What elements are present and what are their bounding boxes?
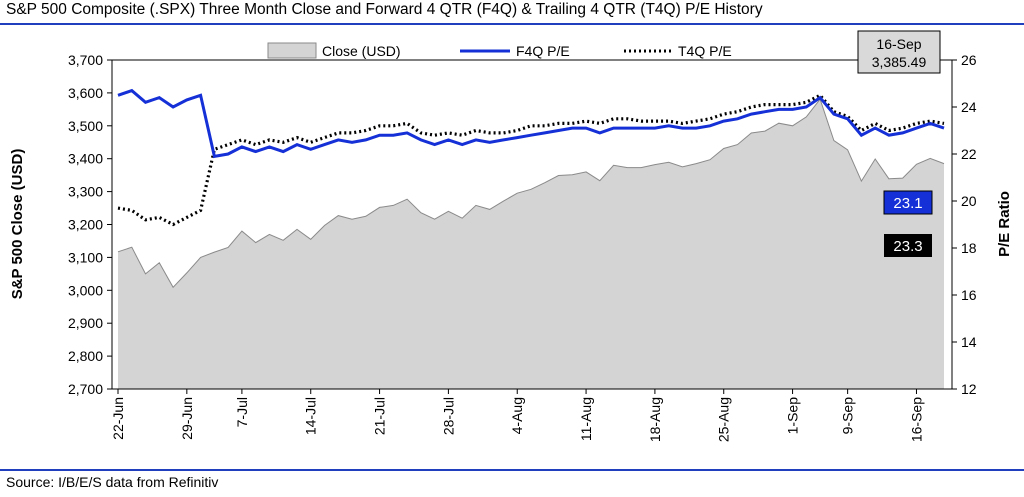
left-tick-label: 3,200	[68, 217, 103, 233]
f4q-line	[117, 88, 945, 159]
right-axis-title: P/E Ratio	[996, 191, 1013, 257]
bottom-rule	[0, 469, 1024, 471]
left-axis: 2,700 2,800 2,900 3,000 3,100 3,200 3,300 3,400…	[68, 52, 112, 397]
legend-label-close: Close (USD)	[322, 43, 401, 59]
legend: Close (USD) F4Q P/E T4Q P/E	[267, 42, 732, 59]
f4q-value-badge: 23.1	[883, 190, 933, 215]
close-area	[118, 99, 944, 389]
right-tick-label: 18	[961, 240, 977, 256]
left-tick-label: 2,800	[68, 348, 103, 364]
x-tick-label: 16-Sep	[909, 397, 925, 442]
x-tick-label: 7-Jul	[234, 397, 250, 427]
legend-label-t4q: T4Q P/E	[678, 43, 732, 59]
x-tick-label: 21-Jul	[372, 397, 388, 435]
source-note: Source: I/B/E/S data from Refinitiv	[6, 474, 219, 490]
right-axis: 12 14 16 18 20 22 24 26	[952, 52, 977, 397]
last-close-callout: 16-Sep 3,385.49	[857, 30, 941, 74]
left-tick-label: 2,700	[68, 381, 103, 397]
left-tick-label: 3,600	[68, 85, 103, 101]
right-tick-label: 26	[961, 52, 977, 68]
right-tick-label: 22	[961, 146, 977, 162]
left-tick-label: 2,900	[68, 315, 103, 331]
x-tick-label: 29-Jun	[179, 397, 195, 440]
left-tick-label: 3,100	[68, 249, 103, 265]
legend-label-f4q: F4Q P/E	[516, 43, 570, 59]
t4q-value-label: 23.3	[893, 238, 922, 255]
right-tick-label: 24	[961, 99, 977, 115]
right-tick-label: 14	[961, 334, 977, 350]
chart-title: S&P 500 Composite (.SPX) Three Month Clo…	[6, 1, 763, 18]
legend-swatch-close	[267, 42, 317, 59]
left-tick-label: 3,300	[68, 184, 103, 200]
t4q-value-badge: 23.3	[884, 234, 932, 257]
left-tick-label: 3,400	[68, 151, 103, 167]
plot-frame	[111, 59, 953, 390]
x-tick-label: 4-Aug	[509, 397, 525, 434]
callout-date: 16-Sep	[876, 36, 921, 52]
left-axis-title: S&P 500 Close (USD)	[9, 149, 26, 300]
x-tick-label: 25-Aug	[716, 397, 732, 442]
chart: 2,700 2,800 2,900 3,000 3,100 3,200 3,300 3,400…	[9, 30, 1013, 442]
top-rule	[0, 23, 1024, 25]
right-tick-label: 16	[961, 287, 977, 303]
callout-close-value: 3,385.49	[872, 54, 927, 70]
x-tick-label: 18-Aug	[647, 397, 663, 442]
x-tick-label: 9-Sep	[840, 397, 856, 435]
close-area-edge	[117, 98, 945, 289]
plot-area	[117, 88, 945, 389]
x-tick-label: 1-Sep	[785, 397, 801, 435]
x-tick-label: 28-Jul	[440, 397, 456, 435]
left-tick-label: 3,000	[68, 282, 103, 298]
x-tick-label: 22-Jun	[110, 397, 126, 440]
left-tick-label: 3,500	[68, 118, 103, 134]
x-axis: 22-Jun 29-Jun 7-Jul 14-Jul 21-Jul 28-Jul 4-Aug…	[110, 389, 925, 442]
x-tick-label: 11-Aug	[578, 397, 594, 441]
f4q-value-label: 23.1	[893, 195, 922, 212]
x-tick-label: 14-Jul	[303, 397, 319, 435]
right-tick-label: 20	[961, 193, 977, 209]
right-tick-label: 12	[961, 381, 977, 397]
left-tick-label: 3,700	[68, 52, 103, 68]
